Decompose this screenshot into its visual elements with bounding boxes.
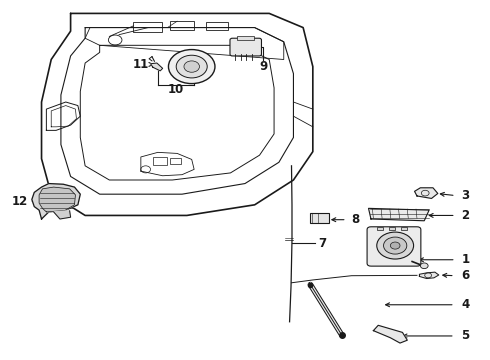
Bar [401, 227, 407, 230]
Bar [389, 227, 394, 230]
Text: 7: 7 [318, 237, 326, 249]
Bar [170, 158, 181, 165]
Bar [237, 36, 254, 40]
Circle shape [391, 242, 400, 249]
Text: 8: 8 [351, 213, 360, 226]
Text: 3: 3 [462, 189, 469, 202]
Circle shape [176, 55, 207, 78]
Circle shape [184, 61, 199, 72]
Circle shape [384, 237, 407, 254]
Bar [310, 213, 329, 223]
Polygon shape [373, 325, 407, 343]
Text: 10: 10 [168, 83, 184, 96]
Text: 9: 9 [259, 60, 268, 73]
Bar [377, 227, 383, 230]
FancyBboxPatch shape [230, 38, 262, 56]
Circle shape [377, 232, 414, 259]
Circle shape [420, 263, 428, 269]
Text: 5: 5 [461, 329, 469, 342]
Bar [170, 21, 194, 30]
Text: 6: 6 [461, 269, 469, 282]
FancyBboxPatch shape [367, 227, 421, 266]
Text: 4: 4 [461, 298, 469, 311]
Polygon shape [150, 63, 163, 71]
Bar [133, 22, 162, 32]
Text: 12: 12 [12, 195, 28, 208]
Text: 2: 2 [462, 209, 469, 222]
Polygon shape [415, 188, 438, 198]
Polygon shape [39, 187, 75, 212]
Text: 11: 11 [133, 58, 149, 71]
Polygon shape [53, 211, 71, 219]
Bar [153, 157, 167, 165]
Polygon shape [368, 208, 429, 221]
Polygon shape [419, 272, 439, 279]
Polygon shape [32, 184, 80, 219]
Circle shape [169, 50, 215, 84]
Bar [206, 22, 228, 30]
Text: 1: 1 [462, 253, 469, 266]
